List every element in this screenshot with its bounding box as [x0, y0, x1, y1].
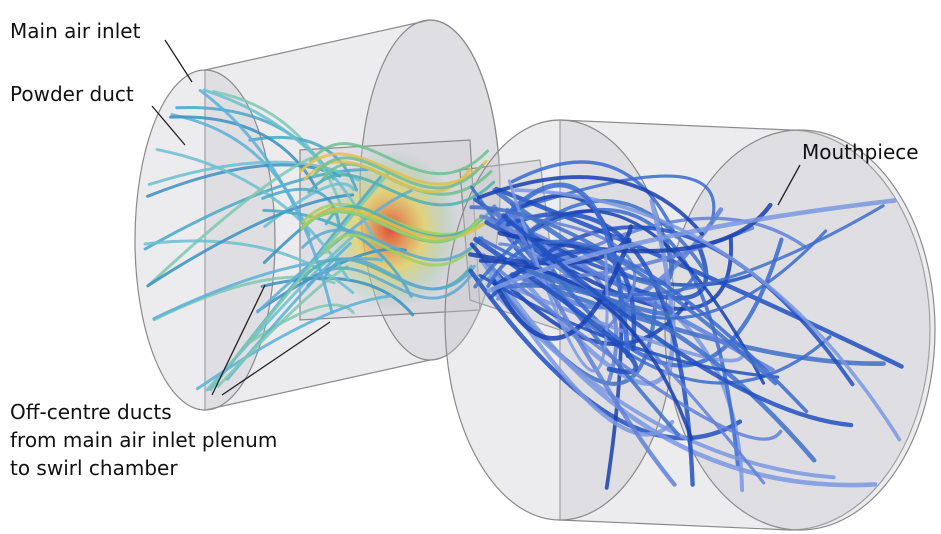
- label: Mouthpiece: [802, 140, 919, 164]
- label: to swirl chamber: [10, 456, 178, 480]
- label: from main air inlet plenum: [10, 428, 277, 452]
- label: Off-centre ducts: [10, 400, 172, 424]
- label: Main air inlet: [10, 19, 141, 43]
- figure: Main air inlet Powder duct Mouthpiece Of…: [0, 0, 941, 534]
- label: Powder duct: [10, 82, 134, 106]
- leader-line: [165, 40, 192, 82]
